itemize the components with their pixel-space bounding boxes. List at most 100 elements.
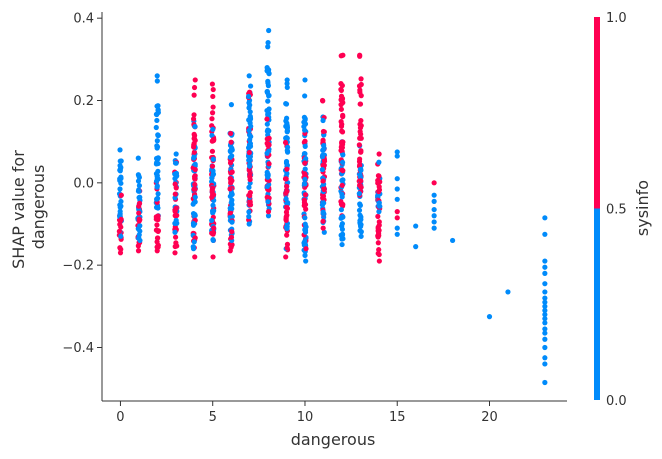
data-point <box>356 142 362 148</box>
data-point <box>284 245 290 251</box>
data-point <box>542 361 548 367</box>
x-axis-ticks: 0 5 10 15 20 <box>116 401 498 425</box>
data-point <box>174 212 180 219</box>
data-point <box>265 83 272 89</box>
data-point <box>246 213 252 220</box>
data-point <box>394 176 400 182</box>
data-point <box>264 150 270 156</box>
data-point <box>192 235 198 241</box>
data-point <box>542 264 548 270</box>
data-point <box>356 191 362 197</box>
data-point <box>265 98 271 104</box>
data-point <box>117 250 124 256</box>
data-point <box>413 223 419 229</box>
data-point <box>191 239 197 245</box>
data-point <box>247 202 253 208</box>
y-axis-label-line2: dangerous <box>29 165 48 250</box>
x-tick-label: 5 <box>209 410 217 425</box>
data-point <box>192 123 198 130</box>
data-point <box>136 182 143 189</box>
data-point <box>135 155 141 161</box>
data-point <box>358 229 364 235</box>
data-point <box>357 172 363 178</box>
data-point <box>154 222 160 228</box>
data-point <box>210 202 216 208</box>
data-point <box>302 160 308 166</box>
data-point <box>246 117 252 123</box>
data-point <box>358 148 364 154</box>
data-point <box>394 149 400 155</box>
data-point <box>339 82 345 89</box>
data-point <box>321 142 327 149</box>
data-point <box>173 160 179 166</box>
data-point <box>116 228 122 234</box>
data-point <box>227 193 233 199</box>
data-point <box>283 190 289 196</box>
data-point <box>210 185 216 191</box>
data-point <box>339 232 345 238</box>
data-point <box>340 168 346 174</box>
data-point <box>209 178 215 185</box>
data-point <box>542 258 548 264</box>
data-point <box>339 159 346 166</box>
data-point <box>321 229 327 235</box>
data-point <box>264 116 270 122</box>
data-point <box>228 139 234 145</box>
data-point <box>136 218 142 224</box>
data-point <box>431 219 437 225</box>
data-point <box>376 219 382 225</box>
data-point <box>356 182 363 188</box>
data-point <box>209 148 216 154</box>
data-point <box>192 166 198 173</box>
data-point <box>338 86 344 93</box>
data-point <box>247 189 253 196</box>
data-point <box>264 169 270 175</box>
data-point <box>154 73 160 79</box>
data-point <box>265 40 271 46</box>
data-point <box>192 161 198 167</box>
data-point <box>192 77 198 83</box>
data-point <box>542 307 548 314</box>
data-point <box>302 192 309 198</box>
data-point <box>542 355 548 361</box>
data-point <box>357 101 363 107</box>
data-point <box>338 147 344 154</box>
data-point <box>246 105 252 111</box>
data-point <box>320 146 327 153</box>
data-point <box>266 161 272 167</box>
data-point <box>284 144 291 150</box>
data-point <box>210 168 216 174</box>
data-point <box>135 226 141 232</box>
data-point <box>358 233 364 239</box>
data-point <box>135 243 141 249</box>
data-point <box>136 195 142 201</box>
data-point <box>375 240 381 246</box>
data-point <box>321 158 328 164</box>
data-point <box>246 184 252 190</box>
data-point <box>319 97 326 104</box>
data-point <box>153 227 160 233</box>
data-point <box>248 83 254 89</box>
data-point <box>172 191 178 197</box>
data-point <box>228 130 234 137</box>
data-point <box>542 231 548 237</box>
data-point <box>210 104 216 110</box>
data-point <box>154 184 160 190</box>
data-point <box>303 246 309 252</box>
data-point <box>339 214 345 220</box>
data-point <box>338 119 344 125</box>
data-point <box>245 93 252 100</box>
data-point <box>320 218 326 224</box>
data-point <box>542 299 548 305</box>
data-point <box>394 225 400 231</box>
data-point <box>376 188 382 195</box>
data-point <box>135 248 142 254</box>
data-point <box>340 152 346 158</box>
data-point <box>413 244 419 250</box>
data-point <box>339 236 345 242</box>
data-point <box>376 151 382 157</box>
data-point <box>155 191 161 197</box>
data-point <box>228 147 235 153</box>
data-point <box>320 117 326 124</box>
data-point <box>431 198 437 204</box>
